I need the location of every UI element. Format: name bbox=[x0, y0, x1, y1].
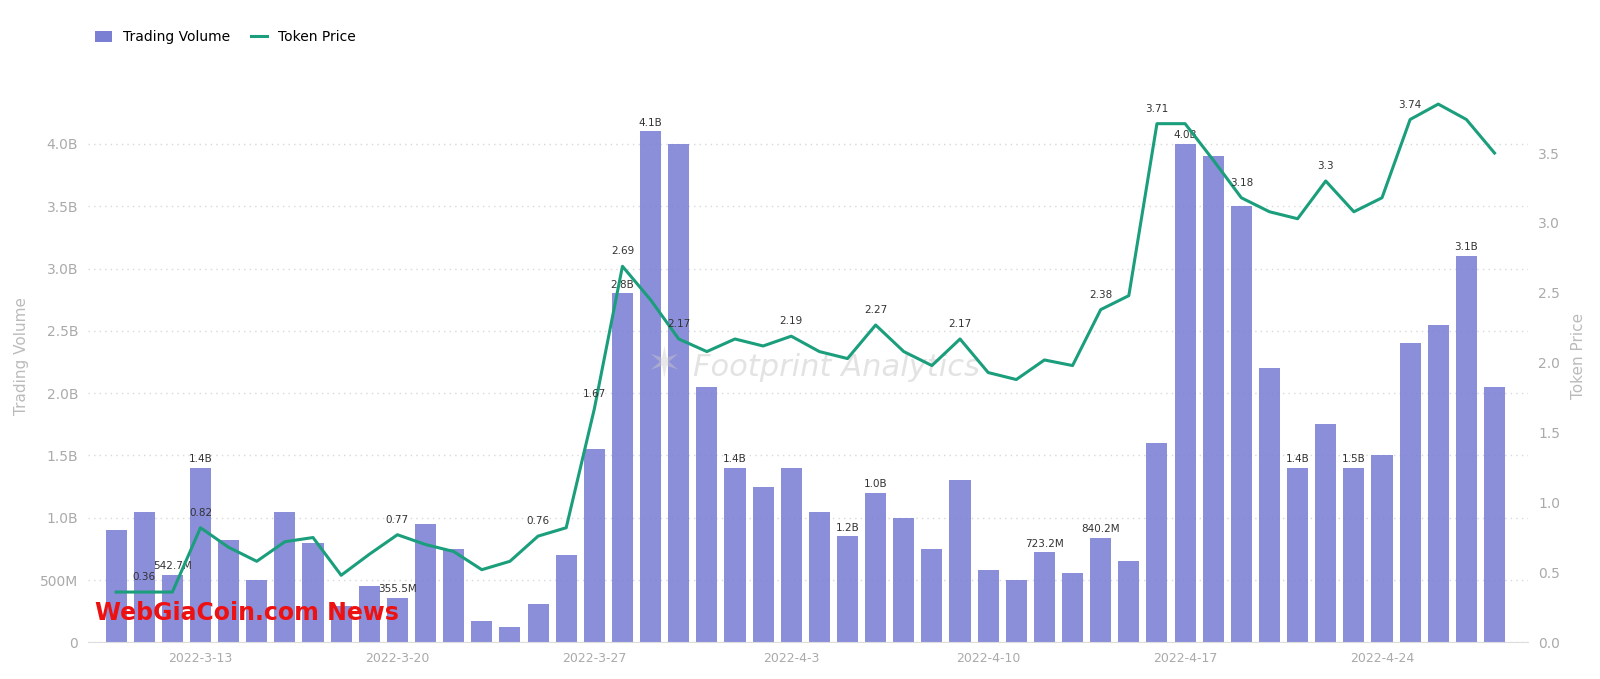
Bar bbox=[190, 468, 211, 642]
Bar bbox=[1286, 468, 1309, 642]
Text: 2.69: 2.69 bbox=[611, 246, 634, 257]
Text: 0.76: 0.76 bbox=[526, 516, 550, 526]
Bar bbox=[555, 555, 576, 642]
Bar bbox=[1427, 325, 1450, 642]
Bar bbox=[1344, 468, 1365, 642]
Text: 2.8B: 2.8B bbox=[611, 280, 634, 290]
Bar bbox=[1146, 443, 1168, 642]
Bar bbox=[302, 543, 323, 642]
Bar bbox=[584, 449, 605, 642]
Bar bbox=[1118, 562, 1139, 642]
Bar bbox=[949, 480, 971, 642]
Bar bbox=[752, 487, 774, 642]
Text: 1.2B: 1.2B bbox=[835, 523, 859, 533]
Text: 3.3: 3.3 bbox=[1317, 161, 1334, 171]
Bar bbox=[1090, 538, 1112, 642]
Bar bbox=[611, 293, 634, 642]
Bar bbox=[837, 536, 858, 642]
Text: 0.82: 0.82 bbox=[189, 508, 213, 518]
Bar bbox=[978, 570, 998, 642]
Text: 542.7M: 542.7M bbox=[154, 561, 192, 571]
Bar bbox=[1203, 156, 1224, 642]
Bar bbox=[106, 530, 126, 642]
Text: Footprint Analytics: Footprint Analytics bbox=[693, 352, 981, 382]
Text: 2.38: 2.38 bbox=[1090, 290, 1112, 300]
Bar bbox=[1174, 144, 1195, 642]
Text: 3.71: 3.71 bbox=[1146, 104, 1168, 114]
Text: 1.4B: 1.4B bbox=[1286, 454, 1309, 464]
Bar bbox=[696, 387, 717, 642]
Text: 0.77: 0.77 bbox=[386, 515, 410, 525]
Y-axis label: Trading Volume: Trading Volume bbox=[14, 297, 29, 415]
Bar bbox=[1400, 344, 1421, 642]
Text: 3.1B: 3.1B bbox=[1454, 242, 1478, 253]
Text: 0.36: 0.36 bbox=[133, 572, 155, 583]
Bar bbox=[358, 586, 379, 642]
Bar bbox=[331, 606, 352, 642]
Bar bbox=[1259, 368, 1280, 642]
Bar bbox=[1483, 387, 1506, 642]
Bar bbox=[1006, 580, 1027, 642]
Bar bbox=[1230, 206, 1251, 642]
Text: 840.2M: 840.2M bbox=[1082, 524, 1120, 534]
Text: 1.5B: 1.5B bbox=[1342, 454, 1366, 464]
Bar bbox=[274, 511, 296, 642]
Bar bbox=[472, 621, 493, 642]
Text: 355.5M: 355.5M bbox=[378, 585, 416, 594]
Bar bbox=[162, 574, 182, 642]
Bar bbox=[725, 468, 746, 642]
Bar bbox=[528, 604, 549, 642]
Text: 1.0B: 1.0B bbox=[864, 479, 888, 489]
Text: 1.4B: 1.4B bbox=[189, 454, 213, 464]
Bar bbox=[640, 132, 661, 642]
Text: 3.18: 3.18 bbox=[1230, 178, 1253, 188]
Legend: Trading Volume, Token Price: Trading Volume, Token Price bbox=[94, 31, 357, 44]
Y-axis label: Token Price: Token Price bbox=[1571, 313, 1586, 399]
Bar bbox=[810, 511, 830, 642]
Text: 3.74: 3.74 bbox=[1398, 100, 1422, 110]
Bar bbox=[246, 580, 267, 642]
Text: 723.2M: 723.2M bbox=[1026, 538, 1064, 549]
Bar bbox=[1371, 456, 1392, 642]
Bar bbox=[499, 627, 520, 642]
Text: 1.67: 1.67 bbox=[582, 389, 606, 399]
Text: 2.19: 2.19 bbox=[779, 316, 803, 327]
Text: ✶: ✶ bbox=[646, 344, 682, 386]
Bar bbox=[866, 493, 886, 642]
Text: 4.1B: 4.1B bbox=[638, 117, 662, 128]
Text: 4.0B: 4.0B bbox=[1173, 130, 1197, 140]
Bar bbox=[922, 549, 942, 642]
Bar bbox=[1034, 552, 1054, 642]
Bar bbox=[387, 598, 408, 642]
Text: WebGiaCoin.com News: WebGiaCoin.com News bbox=[94, 601, 398, 625]
Bar bbox=[781, 468, 802, 642]
Text: 1.4B: 1.4B bbox=[723, 454, 747, 464]
Bar bbox=[134, 511, 155, 642]
Text: 2.17: 2.17 bbox=[667, 319, 690, 329]
Bar bbox=[218, 540, 238, 642]
Bar bbox=[1315, 424, 1336, 642]
Bar bbox=[414, 524, 437, 642]
Bar bbox=[1456, 256, 1477, 642]
Text: 2.27: 2.27 bbox=[864, 306, 888, 315]
Bar bbox=[669, 144, 690, 642]
Bar bbox=[893, 518, 914, 642]
Bar bbox=[1062, 572, 1083, 642]
Bar bbox=[443, 549, 464, 642]
Text: 2.17: 2.17 bbox=[949, 319, 971, 329]
